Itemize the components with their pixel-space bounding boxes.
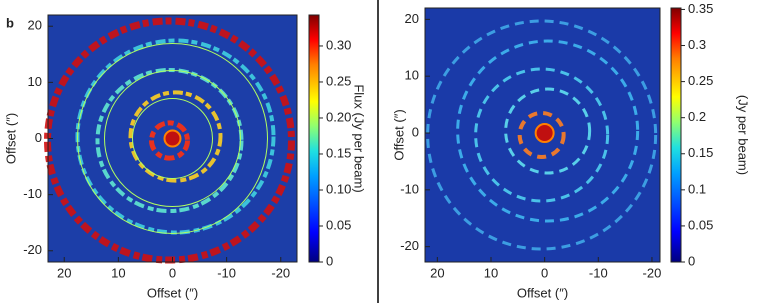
colorbar-tick-label: 0.15 [326,145,351,160]
emission-ring [95,67,244,214]
x-axis-label: Offset (″) [517,285,568,300]
x-tick-label: 0 [169,265,176,280]
y-tick-label: -10 [400,181,419,196]
y-tick-label: -10 [23,186,42,201]
colorbar-tick-label: 0.1 [688,181,706,196]
colorbar-tick-label: 0.15 [688,145,713,160]
x-tick-label: -20 [271,265,290,280]
emission-ring [149,120,190,161]
colorbar-tick-label: 0 [688,253,695,268]
colorbar-tick-label: 0.3 [688,37,706,52]
x-axis-label: Offset (″) [147,285,198,300]
colorbar-tick-label: 0.20 [326,109,351,124]
x-tick-label: 10 [484,265,498,280]
colorbar [308,14,320,263]
emission-ring [517,111,566,160]
colorbar [670,7,682,263]
model-spiral [104,70,241,207]
y-tick-label: -20 [23,242,42,257]
core [163,129,182,148]
x-tick-label: 10 [111,265,125,280]
colorbar-tick-label: 0.10 [326,181,351,196]
y-axis-label: Offset (″) [3,113,18,164]
y-axis-label: Offset (″) [391,109,406,160]
x-tick-label: -10 [589,265,608,280]
y-tick-label: 20 [28,18,42,33]
colorbar-tick-label: 0.05 [326,217,351,232]
y-tick-label: 10 [405,68,419,83]
model-spiral [132,98,213,179]
y-tick-label: -20 [400,238,419,253]
emission-ring [128,90,223,183]
colorbar-tick-label: 0.25 [326,73,351,88]
y-tick-label: 0 [412,124,419,139]
x-tick-label: -20 [643,265,662,280]
y-tick-label: 10 [28,74,42,89]
x-tick-label: 20 [57,265,71,280]
emission-ring [504,87,592,175]
model-spiral [77,43,268,234]
emission-ring [456,39,640,223]
x-tick-label: -10 [217,265,236,280]
panel-label: b [6,15,14,30]
emission-ring [44,17,295,264]
emission-ring [474,67,610,203]
colorbar-tick-label: 0.2 [688,109,706,124]
x-tick-label: 20 [430,265,444,280]
colorbar-tick-label: 0.35 [688,1,713,16]
y-tick-label: 0 [35,130,42,145]
colorbar-tick-label: 0.05 [688,217,713,232]
colorbar-tick-label: 0.30 [326,37,351,52]
core [534,123,555,144]
colorbar-tick-label: 0 [326,253,333,268]
colorbar-label: Flux (Jy per beam) [352,84,367,192]
colorbar-label: (Jy per beam) [736,95,751,175]
x-tick-label: 0 [541,265,548,280]
emission-ring [426,19,658,251]
colorbar-tick-label: 0.25 [688,73,713,88]
y-tick-label: 20 [405,11,419,26]
plot-frame [424,7,661,263]
